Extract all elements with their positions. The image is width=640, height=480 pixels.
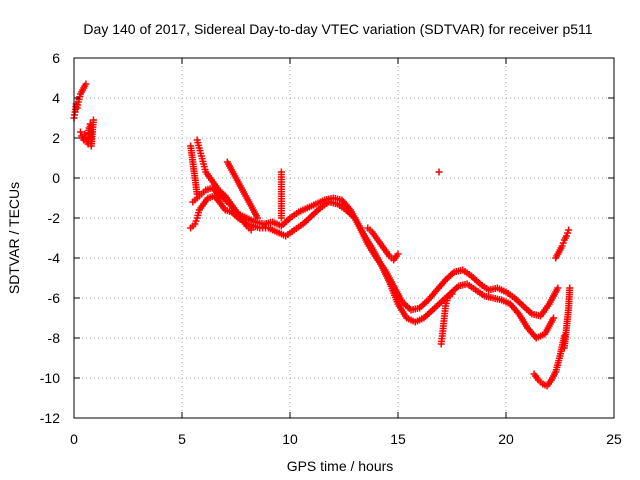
series-trace-b	[76, 116, 97, 150]
series-trace-a	[70, 80, 90, 122]
axis-ticks	[73, 57, 615, 419]
series-trace-k	[437, 290, 456, 348]
series-trace-l	[530, 332, 568, 390]
y-tick-label: -6	[48, 290, 61, 306]
x-tick-label: 15	[390, 431, 406, 447]
data-point	[448, 290, 456, 298]
grid	[74, 58, 614, 418]
x-axis-label: GPS time / hours	[287, 458, 394, 474]
data-point	[247, 226, 255, 234]
data-points	[70, 80, 574, 390]
plot-frame	[73, 57, 615, 419]
data-point	[566, 284, 574, 292]
x-tick-labels: 0 5 10 15 20 25	[70, 431, 622, 447]
y-tick-label: -4	[48, 250, 61, 266]
chart-title: Day 140 of 2017, Sidereal Day-to-day VTE…	[83, 21, 592, 37]
data-point	[565, 226, 573, 234]
series-trace-m	[552, 226, 573, 262]
series-trace-f	[223, 158, 262, 222]
series-trace-g	[187, 142, 201, 198]
x-tick-label: 10	[282, 431, 298, 447]
series-trace-i	[364, 224, 402, 264]
series-trace-d	[189, 184, 562, 320]
y-tick-label: -2	[48, 210, 61, 226]
series-trace-c	[187, 192, 558, 342]
data-point	[76, 128, 84, 136]
series-trace-h	[277, 168, 285, 222]
data-point	[81, 130, 89, 138]
y-tick-label: -10	[40, 370, 60, 386]
y-tick-label: -12	[40, 410, 60, 426]
x-tick-label: 5	[178, 431, 186, 447]
series-trace-e	[193, 136, 255, 234]
y-tick-label: -8	[48, 330, 61, 346]
y-tick-labels: -12 -10 -8 -6 -4 -2 0 2 4 6	[40, 50, 60, 426]
data-point	[89, 116, 97, 124]
y-tick-label: 0	[52, 170, 60, 186]
data-point	[550, 314, 558, 322]
y-axis-label: SDTVAR / TECUs	[6, 182, 22, 294]
series-trace-n	[560, 284, 574, 352]
data-point	[254, 214, 262, 222]
x-tick-label: 25	[606, 431, 622, 447]
data-point	[193, 190, 201, 198]
y-tick-label: 2	[52, 130, 60, 146]
data-point	[554, 284, 562, 292]
data-point	[394, 250, 402, 258]
data-point	[82, 80, 90, 88]
x-tick-label: 20	[498, 431, 514, 447]
data-point	[435, 168, 443, 176]
x-tick-label: 0	[70, 431, 78, 447]
y-tick-label: 6	[52, 50, 60, 66]
series-trace-j	[435, 168, 443, 176]
y-tick-label: 4	[52, 90, 60, 106]
data-point	[277, 214, 285, 222]
